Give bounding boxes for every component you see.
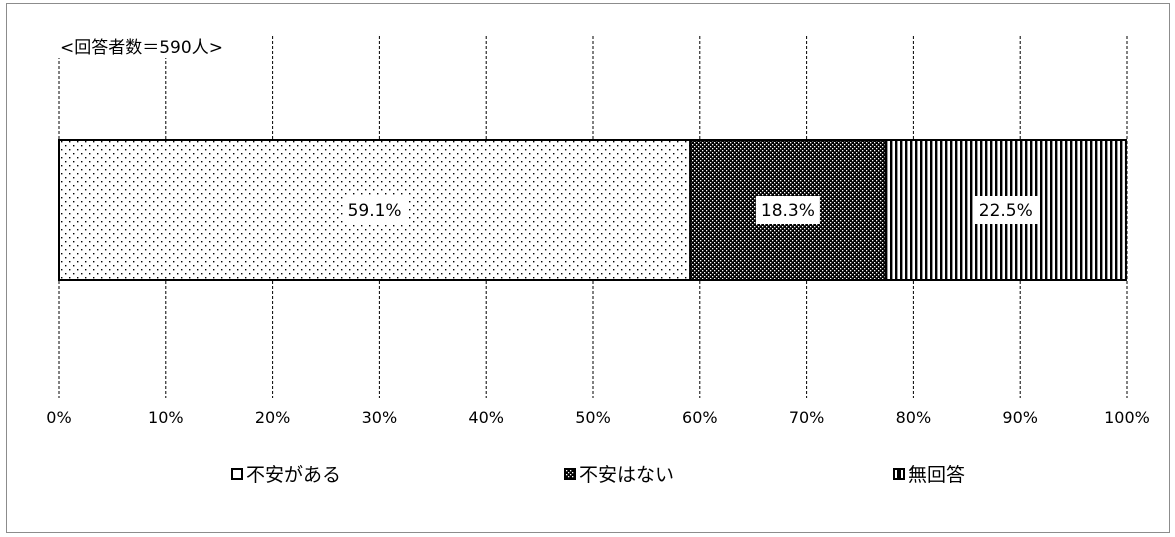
bar-segments (58, 139, 1127, 281)
data-label-background (973, 196, 1038, 224)
x-tick-label: 80% (896, 408, 932, 427)
legend-item-anxious: 不安がある (231, 460, 341, 487)
legend-swatch-sparse-dots (231, 467, 243, 480)
x-tick-label: 90% (1002, 408, 1038, 427)
respondent-count-note: <回答者数＝590人> (58, 33, 225, 58)
legend-label: 不安はない (579, 464, 675, 486)
legend-label: 無回答 (908, 464, 966, 486)
legend-swatch-dense-dots (564, 467, 576, 480)
x-tick-label: 60% (682, 408, 718, 427)
data-labels: 59.1% 18.3% 22.5% (342, 196, 1038, 224)
x-tick-label: 30% (362, 408, 398, 427)
data-label: 22.5% (979, 201, 1033, 221)
x-axis-ticks: 0% 10% 20% 30% 40% 50% 60% 70% 80% 90% 100% (46, 408, 1150, 427)
data-label-background (342, 196, 407, 224)
legend-swatch-vertical-stripes (893, 467, 905, 480)
legend-item-not-anxious: 不安はない (564, 460, 674, 487)
x-tick-label: 100% (1104, 408, 1150, 427)
legend-label: 不安がある (246, 464, 342, 486)
x-tick-label: 70% (789, 408, 825, 427)
x-tick-label: 40% (468, 408, 504, 427)
x-tick-label: 20% (255, 408, 291, 427)
x-tick-label: 0% (46, 408, 71, 427)
x-tick-label: 10% (148, 408, 184, 427)
x-tick-label: 50% (575, 408, 611, 427)
data-label-background (755, 196, 820, 224)
data-label: 59.1% (348, 201, 402, 221)
data-label: 18.3% (761, 201, 815, 221)
legend-item-no-answer: 無回答 (893, 460, 965, 487)
